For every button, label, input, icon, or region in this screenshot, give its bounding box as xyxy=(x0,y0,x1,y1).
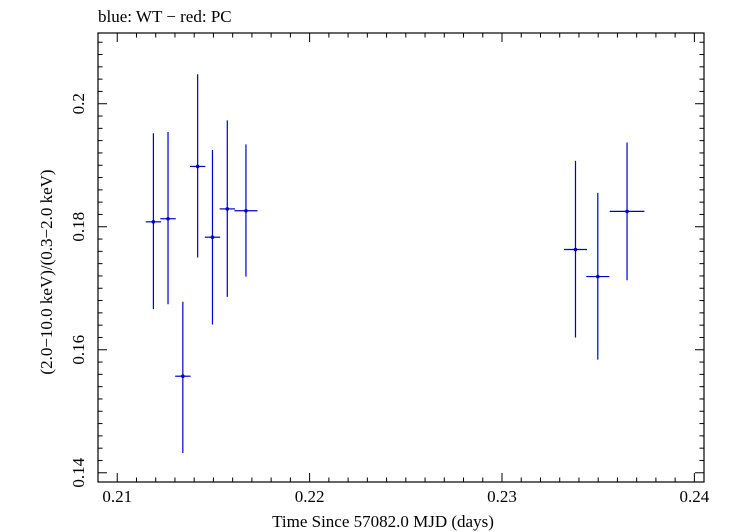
point-marker xyxy=(244,208,248,213)
y-axis-ticks xyxy=(98,41,704,474)
point-marker xyxy=(225,207,230,211)
y-tick-label: 0.2 xyxy=(69,93,88,114)
point-marker xyxy=(151,220,156,224)
point-marker xyxy=(596,274,600,279)
y-tick-label: 0.16 xyxy=(69,335,88,365)
point-marker xyxy=(181,374,185,379)
x-axis-ticks xyxy=(97,33,695,482)
data-point-3 xyxy=(175,301,191,454)
point-marker xyxy=(210,235,215,240)
data-point-10 xyxy=(609,142,645,281)
data-point-2 xyxy=(160,132,176,305)
chart-title: blue: WT − red: PC xyxy=(98,7,232,26)
y-tick-label: 0.14 xyxy=(69,457,88,487)
data-point-8 xyxy=(563,160,588,338)
x-axis-title: Time Since 57082.0 MJD (days) xyxy=(272,512,494,531)
data-point-4 xyxy=(189,74,206,258)
data-point-6 xyxy=(219,120,235,297)
point-marker xyxy=(166,216,170,221)
point-marker xyxy=(625,209,629,214)
y-tick-label: 0.18 xyxy=(69,212,88,242)
point-marker xyxy=(573,247,578,252)
y-axis-title: (2.0−10.0 keV)/(0.3−2.0 keV) xyxy=(37,169,56,374)
x-tick-label: 0.22 xyxy=(295,487,325,506)
data-point-7 xyxy=(234,144,258,277)
data-point-5 xyxy=(204,149,221,325)
data-point-9 xyxy=(586,192,610,360)
y-axis-tick-labels: 0.14 0.16 0.18 0.2 xyxy=(69,93,88,488)
point-marker xyxy=(195,164,200,169)
x-tick-label: 0.23 xyxy=(487,487,517,506)
x-tick-label: 0.21 xyxy=(102,487,132,506)
data-point-1 xyxy=(145,133,162,310)
x-tick-label: 0.24 xyxy=(680,487,710,506)
data-series-wt xyxy=(145,74,645,454)
x-axis-tick-labels: 0.21 0.22 0.23 0.24 xyxy=(102,487,709,506)
plot-frame xyxy=(97,32,705,483)
